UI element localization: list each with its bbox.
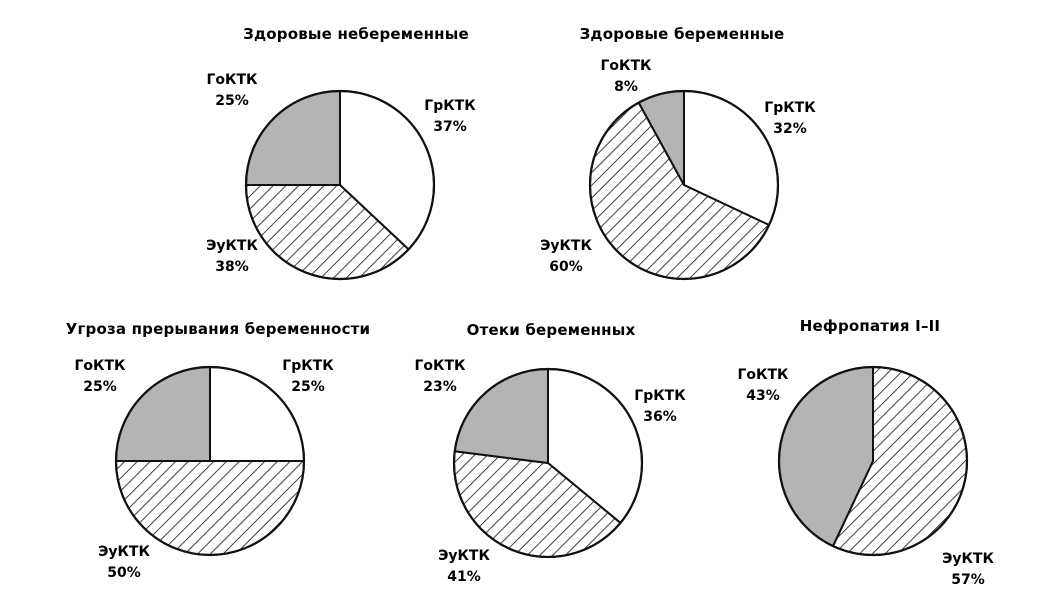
slice-percent: 25%	[291, 379, 325, 395]
pie-slice-гоктк	[453, 368, 549, 464]
pie-chart-3: Угроза прерывания беременности ГрКТК 25% Эу…	[66, 320, 371, 581]
slice-label: ГрКТК	[634, 388, 686, 404]
slice-percent: 23%	[423, 379, 457, 395]
slice-label: ГоКТК	[207, 72, 259, 88]
slice-label: ЭуКТК	[540, 238, 592, 254]
pie-slice-грктк	[209, 366, 305, 462]
slice-label: ГоКТК	[738, 367, 790, 383]
slice-percent: 38%	[215, 259, 249, 275]
slice-label: ГрКТК	[282, 358, 334, 374]
slice-percent: 32%	[773, 121, 807, 137]
slice-percent: 36%	[643, 409, 677, 425]
slice-percent: 60%	[549, 259, 583, 275]
slice-label: ГоКТК	[415, 358, 467, 374]
slice-percent: 25%	[83, 379, 117, 395]
slice-label: ЭуКТК	[438, 548, 490, 564]
slice-percent: 57%	[951, 572, 985, 588]
chart-title: Здоровые небеременные	[243, 25, 469, 43]
pie-outline	[114, 365, 306, 557]
chart-title: Отеки беременных	[467, 321, 636, 339]
pie-slice-гоктк	[115, 366, 211, 462]
chart-title: Угроза прерывания беременности	[66, 320, 371, 338]
charts-layer: Здоровые небеременные ГрКТК 37% ЭуКТК 38% ГоК…	[66, 25, 995, 588]
chart-title: Нефропатия I–II	[800, 317, 940, 335]
slice-percent: 37%	[433, 119, 467, 135]
slice-label: ЭуКТК	[98, 544, 150, 560]
slice-percent: 25%	[215, 93, 249, 109]
pie-outline	[588, 89, 780, 281]
slice-label: ГрКТК	[424, 98, 476, 114]
slice-label: ГрКТК	[764, 100, 816, 116]
slice-label: ГоКТК	[601, 58, 653, 74]
slice-percent: 8%	[614, 79, 638, 95]
slice-label: ЭуКТК	[942, 551, 994, 567]
slice-percent: 41%	[447, 569, 481, 585]
pie-outline	[452, 367, 644, 559]
slice-percent: 50%	[107, 565, 141, 581]
chart-title: Здоровые беременные	[580, 25, 785, 43]
pie-chart-1: Здоровые небеременные ГрКТК 37% ЭуКТК 38% ГоК…	[206, 25, 476, 281]
pie-chart-2: Здоровые беременные ГрКТК 32% ЭуКТК 60% ГоКТК…	[540, 25, 816, 281]
pie-outline	[244, 89, 436, 281]
slice-label: ЭуКТК	[206, 238, 258, 254]
pie-chart-4: Отеки беременных ГрКТК 36% ЭуКТК 41% ГоКТК 23%	[415, 321, 687, 585]
pie-outline	[777, 365, 969, 557]
pie-slice-эуктк	[115, 460, 305, 556]
slice-label: ГоКТК	[75, 358, 127, 374]
pie-slice-гоктк	[245, 90, 341, 186]
pie-chart-5: Нефропатия I–II ЭуКТК 57% ГоКТК 43%	[738, 317, 995, 588]
slice-percent: 43%	[746, 388, 780, 404]
